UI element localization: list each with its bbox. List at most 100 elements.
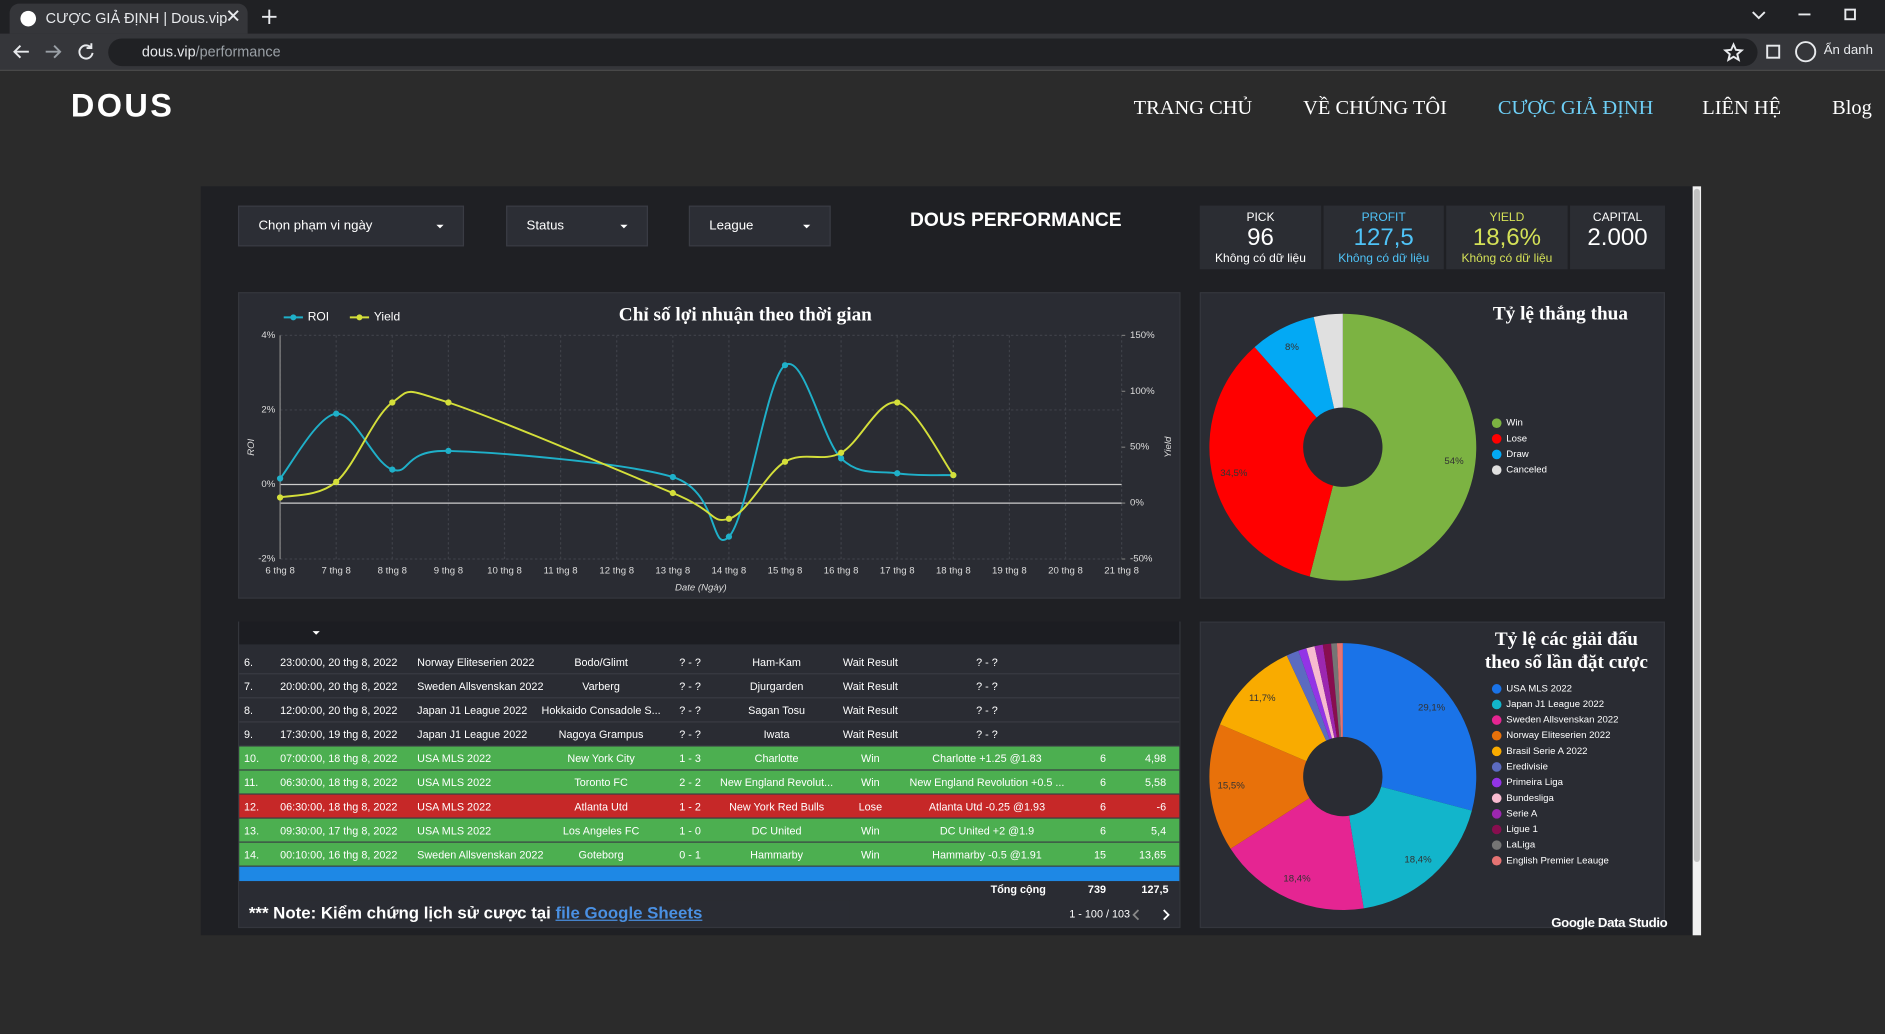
- column-header[interactable]: [280, 623, 415, 642]
- table-row[interactable]: [239, 650, 1180, 675]
- favicon: [20, 10, 37, 27]
- table-row[interactable]: [239, 770, 1180, 795]
- side-panel-icon: [1766, 44, 1781, 59]
- browser-tab[interactable]: CƯỢC GIẢ ĐỊNH | Dous.vip: [9, 3, 248, 34]
- kpi-card: YIELD 18,6% Không có dữ liệu: [1446, 205, 1568, 270]
- dropdown-arrow: [436, 224, 444, 229]
- kpi-label: PROFIT: [1361, 211, 1406, 225]
- kpi-value: 96: [1247, 224, 1274, 252]
- table-cell: Iwata: [763, 728, 790, 741]
- table-cell: 06:30:00, 18 thg 8, 2022: [280, 776, 398, 789]
- kpi-note: Không có dữ liệu: [1338, 252, 1430, 266]
- table-cell: Charlotte +1.25 @1.83: [932, 752, 1042, 765]
- column-header[interactable]: [1130, 623, 1166, 642]
- table-row[interactable]: [239, 794, 1180, 819]
- table-cell: New England Revolution +0.5 ...: [909, 776, 1065, 789]
- table-cell: Lose: [858, 800, 883, 813]
- table-row[interactable]: [239, 698, 1180, 723]
- table-row[interactable]: [239, 818, 1180, 843]
- table-cell: 5,4: [1151, 824, 1167, 837]
- column-header[interactable]: [662, 623, 717, 642]
- table-cell: Goteborg: [578, 848, 624, 861]
- table-cell: Nagoya Grampus: [558, 728, 644, 741]
- table-cell: Sweden Allsvenskan 2022: [417, 848, 544, 861]
- table-cell: Atlanta Utd: [574, 800, 628, 813]
- table-cell: Sweden Allsvenskan 2022: [417, 680, 544, 693]
- filter-dropdown[interactable]: Status: [506, 205, 648, 247]
- table-cell: 13.: [244, 824, 260, 837]
- table-cell: 00:10:00, 16 thg 8, 2022: [280, 848, 398, 861]
- table-cell: Japan J1 League 2022: [417, 728, 528, 741]
- close-tab-icon: [227, 10, 239, 22]
- table-cell: 8.: [244, 704, 254, 717]
- table-cell: ? - ?: [976, 704, 998, 717]
- address-bar[interactable]: dous.vip/performance: [108, 38, 1758, 67]
- table-cell: Ham-Kam: [752, 656, 801, 669]
- kpi-label: YIELD: [1489, 211, 1525, 225]
- nav-link[interactable]: CƯỢC GIẢ ĐỊNH: [1497, 96, 1654, 120]
- sheet-link[interactable]: file Google Sheets: [555, 902, 703, 923]
- table-cell: 12.: [244, 800, 260, 813]
- table-cell: 6: [1099, 824, 1106, 837]
- table-cell: Win: [861, 752, 880, 765]
- table-cell: Hokkaido Consadole S...: [541, 704, 661, 717]
- dropdown-arrow: [803, 224, 811, 229]
- kpi-value: 18,6%: [1472, 224, 1542, 252]
- column-header[interactable]: [718, 623, 836, 642]
- table-cell: 6: [1099, 800, 1106, 813]
- table-row[interactable]: [239, 722, 1180, 747]
- filter-dropdown[interactable]: Chọn phạm vi ngày: [238, 205, 465, 247]
- filter-dropdown[interactable]: League: [688, 205, 831, 247]
- tab-strip: [0, 0, 1885, 34]
- table-cell: ? - ?: [679, 728, 701, 741]
- table-cell: 2 - 2: [679, 776, 701, 789]
- table-cell: 6.: [244, 656, 254, 669]
- tab-title: CƯỢC GIẢ ĐỊNH | Dous.vip: [45, 9, 228, 27]
- kpi-label: PICK: [1246, 211, 1275, 225]
- column-header[interactable]: [1070, 623, 1106, 642]
- table-cell: ? - ?: [976, 728, 998, 741]
- table-row[interactable]: [239, 746, 1180, 771]
- table-cell: 4,98: [1145, 752, 1167, 765]
- table-cell: Los Angeles FC: [562, 824, 640, 837]
- chrome-icons: [13, 8, 1856, 63]
- site-logo[interactable]: DOUS: [70, 87, 175, 124]
- kpi-note: Không có dữ liệu: [1214, 252, 1306, 266]
- totals-label: Tổng cộng: [990, 883, 1046, 896]
- kpi-note: Không có dữ liệu: [1461, 252, 1553, 266]
- kpi-card: PROFIT 127,5 Không có dữ liệu: [1323, 205, 1444, 270]
- totals-profit: 127,5: [1141, 883, 1169, 896]
- table-cell: Win: [861, 848, 880, 861]
- table-cell: Atlanta Utd -0.25 @1.93: [928, 800, 1046, 813]
- column-header[interactable]: [905, 623, 1068, 642]
- nav-link[interactable]: Blog: [1832, 96, 1872, 120]
- filter-label: League: [709, 218, 754, 234]
- table-cell: 06:30:00, 18 thg 8, 2022: [280, 800, 398, 813]
- table-cell: Charlotte: [754, 752, 799, 765]
- table-cell: 15: [1093, 848, 1106, 861]
- table-cell: 12:00:00, 20 thg 8, 2022: [280, 704, 398, 717]
- table-cell: Wait Result: [842, 728, 898, 741]
- column-header[interactable]: [417, 623, 543, 642]
- table-cell: 11.: [244, 776, 259, 789]
- table-row[interactable]: [239, 842, 1180, 867]
- nav-link[interactable]: LIÊN HỆ: [1702, 96, 1782, 120]
- note-text: *** Note: Kiểm chứng lịch sử cược tại: [248, 902, 556, 923]
- column-header[interactable]: [837, 623, 904, 642]
- table-cell: ? - ?: [679, 656, 701, 669]
- table-cell: ? - ?: [679, 680, 701, 693]
- table-cell: Varberg: [582, 680, 620, 693]
- pagination: 1 - 100 / 103: [1069, 907, 1131, 920]
- table-cell: Toronto FC: [574, 776, 628, 789]
- table-row[interactable]: [239, 674, 1180, 699]
- dashboard-title: DOUS PERFORMANCE: [910, 210, 1122, 231]
- profile-icon: [1795, 41, 1817, 63]
- table-cell: 1 - 2: [679, 800, 701, 813]
- table-cell: Wait Result: [842, 704, 898, 717]
- table-cell: Win: [861, 824, 880, 837]
- nav-link[interactable]: VỀ CHÚNG TÔI: [1303, 96, 1447, 120]
- table-cell: USA MLS 2022: [417, 824, 492, 837]
- column-header[interactable]: [541, 623, 661, 642]
- nav-link[interactable]: TRANG CHỦ: [1133, 96, 1253, 120]
